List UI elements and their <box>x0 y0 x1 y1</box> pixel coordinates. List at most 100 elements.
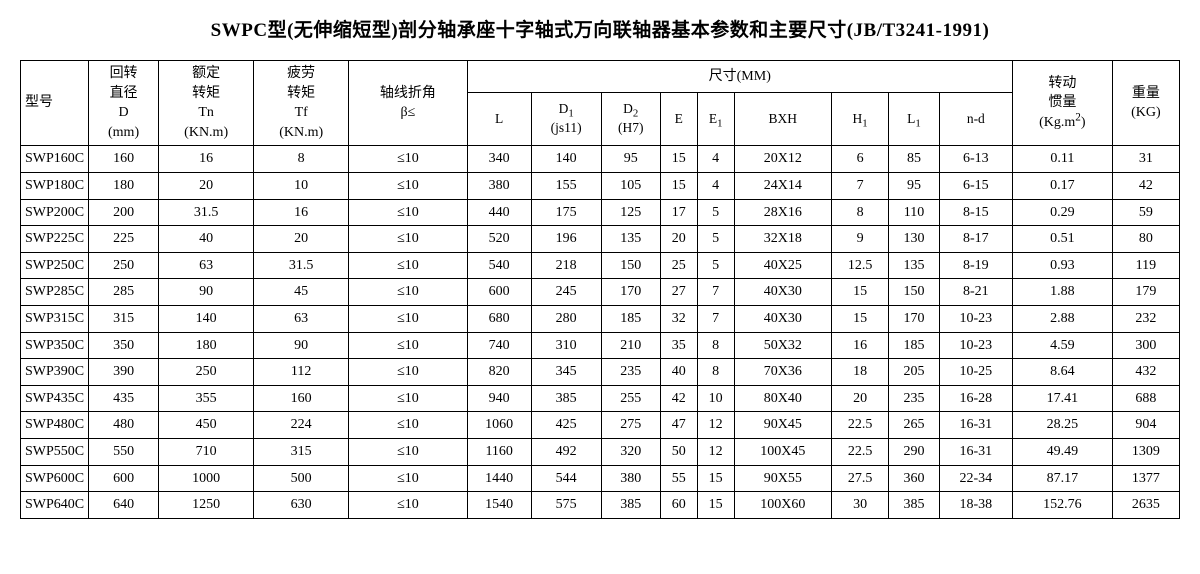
table-cell: 40X30 <box>734 279 831 306</box>
table-cell: 232 <box>1112 305 1179 332</box>
table-cell: 7 <box>831 172 888 199</box>
table-cell: ≤10 <box>349 279 467 306</box>
table-cell: 8 <box>697 359 734 386</box>
table-cell: 22.5 <box>831 438 888 465</box>
table-cell: 17 <box>660 199 697 226</box>
table-cell: 170 <box>889 305 939 332</box>
table-cell: 940 <box>467 385 531 412</box>
table-cell: 235 <box>889 385 939 412</box>
table-cell: 6-15 <box>939 172 1012 199</box>
table-cell: 105 <box>601 172 660 199</box>
table-cell: 16 <box>831 332 888 359</box>
table-row: SWP285C2859045≤1060024517027740X30151508… <box>21 279 1180 306</box>
table-cell: 47 <box>660 412 697 439</box>
table-cell: 0.17 <box>1012 172 1112 199</box>
table-cell: 152.76 <box>1012 492 1112 519</box>
table-cell: ≤10 <box>349 359 467 386</box>
table-cell: 17.41 <box>1012 385 1112 412</box>
table-cell: 435 <box>89 385 159 412</box>
table-cell: 27 <box>660 279 697 306</box>
table-row: SWP180C1802010≤1038015510515424X147956-1… <box>21 172 1180 199</box>
header-D1: D1(js11) <box>531 92 601 146</box>
table-cell: 310 <box>531 332 601 359</box>
table-cell: 15 <box>831 305 888 332</box>
table-cell: ≤10 <box>349 438 467 465</box>
table-cell: 290 <box>889 438 939 465</box>
table-cell: 440 <box>467 199 531 226</box>
table-row: SWP315C31514063≤1068028018532740X3015170… <box>21 305 1180 332</box>
table-cell: 20 <box>660 226 697 253</box>
table-cell: 740 <box>467 332 531 359</box>
table-cell: SWP435C <box>21 385 89 412</box>
table-cell: 27.5 <box>831 465 888 492</box>
table-cell: 40X30 <box>734 305 831 332</box>
table-cell: 6 <box>831 146 888 173</box>
table-cell: 16-28 <box>939 385 1012 412</box>
table-cell: 70X36 <box>734 359 831 386</box>
table-cell: SWP225C <box>21 226 89 253</box>
table-cell: 32 <box>660 305 697 332</box>
table-cell: 150 <box>601 252 660 279</box>
table-cell: SWP550C <box>21 438 89 465</box>
table-cell: 140 <box>159 305 254 332</box>
table-row: SWP600C6001000500≤101440544380551590X552… <box>21 465 1180 492</box>
table-cell: 90 <box>254 332 349 359</box>
table-cell: 10-23 <box>939 332 1012 359</box>
table-cell: 218 <box>531 252 601 279</box>
table-cell: 31.5 <box>254 252 349 279</box>
header-D2: D2(H7) <box>601 92 660 146</box>
table-cell: 6-13 <box>939 146 1012 173</box>
table-cell: 385 <box>889 492 939 519</box>
table-cell: 285 <box>89 279 159 306</box>
table-cell: ≤10 <box>349 412 467 439</box>
table-cell: 200 <box>89 199 159 226</box>
table-row: SWP160C160168≤103401409515420X126856-130… <box>21 146 1180 173</box>
table-cell: 432 <box>1112 359 1179 386</box>
table-cell: 22.5 <box>831 412 888 439</box>
table-cell: 25 <box>660 252 697 279</box>
table-cell: 0.93 <box>1012 252 1112 279</box>
table-cell: 450 <box>159 412 254 439</box>
table-cell: 15 <box>660 146 697 173</box>
header-diameter: 回转直径D(mm) <box>89 61 159 146</box>
table-cell: 87.17 <box>1012 465 1112 492</box>
table-cell: 4.59 <box>1012 332 1112 359</box>
table-cell: 10-25 <box>939 359 1012 386</box>
table-cell: 8.64 <box>1012 359 1112 386</box>
header-dims-group: 尺寸(MM) <box>467 61 1012 93</box>
table-cell: 300 <box>1112 332 1179 359</box>
table-cell: 63 <box>159 252 254 279</box>
table-cell: 20 <box>159 172 254 199</box>
table-cell: 8-21 <box>939 279 1012 306</box>
table-cell: ≤10 <box>349 305 467 332</box>
table-cell: 425 <box>531 412 601 439</box>
table-cell: 12 <box>697 438 734 465</box>
table-cell: 31 <box>1112 146 1179 173</box>
table-cell: 20 <box>831 385 888 412</box>
header-H1: H1 <box>831 92 888 146</box>
table-cell: 55 <box>660 465 697 492</box>
table-cell: 185 <box>889 332 939 359</box>
table-cell: ≤10 <box>349 332 467 359</box>
table-cell: 1000 <box>159 465 254 492</box>
table-cell: 179 <box>1112 279 1179 306</box>
table-cell: 380 <box>601 465 660 492</box>
table-cell: 180 <box>89 172 159 199</box>
table-cell: 20X12 <box>734 146 831 173</box>
table-row: SWP350C35018090≤1074031021035850X3216185… <box>21 332 1180 359</box>
table-cell: 1309 <box>1112 438 1179 465</box>
table-cell: 50X32 <box>734 332 831 359</box>
table-cell: 160 <box>89 146 159 173</box>
table-cell: 12 <box>697 412 734 439</box>
table-cell: 385 <box>601 492 660 519</box>
table-cell: 20 <box>254 226 349 253</box>
table-cell: 42 <box>660 385 697 412</box>
table-cell: SWP600C <box>21 465 89 492</box>
table-cell: 28.25 <box>1012 412 1112 439</box>
table-row: SWP225C2254020≤1052019613520532X1891308-… <box>21 226 1180 253</box>
table-cell: 255 <box>601 385 660 412</box>
header-E: E <box>660 92 697 146</box>
table-cell: 95 <box>889 172 939 199</box>
table-cell: 680 <box>467 305 531 332</box>
header-E1: E1 <box>697 92 734 146</box>
